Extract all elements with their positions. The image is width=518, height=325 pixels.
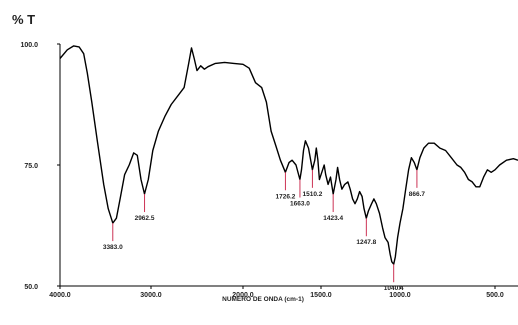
y-tick-label: 100.0 — [20, 42, 38, 49]
peak-label: 1663.0 — [290, 201, 310, 208]
peak-label: 866.7 — [409, 191, 426, 198]
y-tick-label: 50.0 — [24, 284, 38, 291]
peak-label: 3383.0 — [103, 244, 123, 251]
peak-label: 1726.2 — [275, 193, 295, 200]
peak-label: 2962.5 — [135, 215, 155, 222]
x-tick-label: 500.0 — [486, 292, 504, 299]
spectrum-line — [59, 45, 518, 265]
x-tick-label: 2000.0 — [232, 292, 254, 299]
peak-label: 1040.4 — [384, 285, 404, 292]
peak-label: 1423.4 — [323, 215, 343, 222]
y-axis-title: % T — [12, 12, 35, 27]
x-axis-title: NUMERO DE ONDA (cm-1) — [222, 296, 304, 303]
x-tick-label: 3000.0 — [140, 292, 162, 299]
tick-labels: 4000.0 3000.0 2000.0 1500.0 1000.0 500.0 50.0 7… — [20, 42, 503, 299]
x-tick-label: 1000.0 — [389, 292, 411, 299]
y-tick-label: 75.0 — [24, 163, 38, 170]
peak-label: 1510.2 — [302, 191, 322, 198]
x-tick-label: 4000.0 — [49, 292, 71, 299]
spectrum-series — [59, 45, 518, 265]
peak-label: 1247.8 — [356, 239, 376, 246]
x-tick-label: 1500.0 — [310, 292, 332, 299]
